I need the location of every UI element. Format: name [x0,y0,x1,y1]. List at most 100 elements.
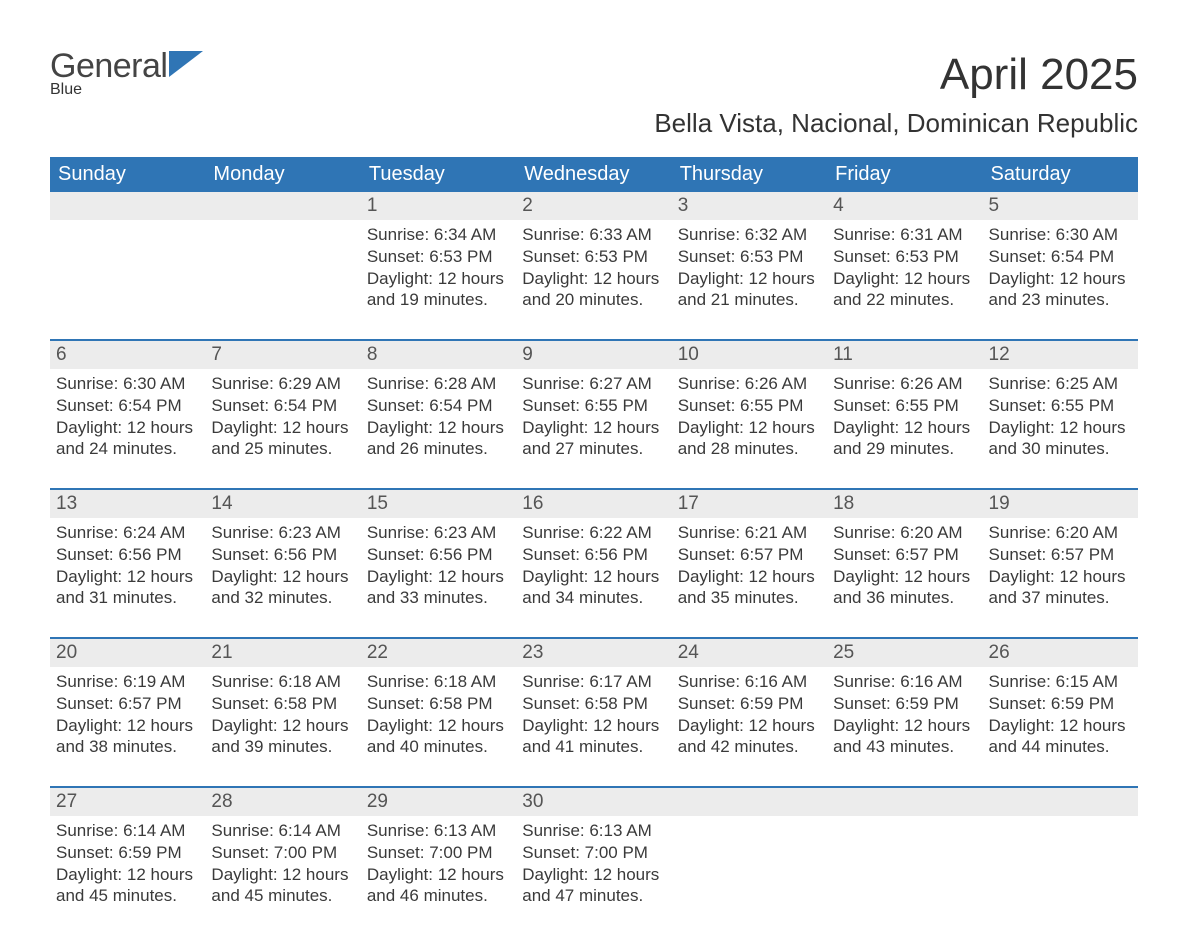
sunrise-line: Sunrise: 6:16 AM [833,671,976,693]
day-number-cell: 23 [516,639,671,667]
sunset-line: Sunset: 6:56 PM [56,544,199,566]
day-number-row: 13141516171819 [50,490,1138,518]
sunrise-line: Sunrise: 6:23 AM [367,522,510,544]
brand-logo: General Blue [50,50,203,97]
day-content-cell: Sunrise: 6:18 AMSunset: 6:58 PMDaylight:… [205,667,360,787]
sunrise-line: Sunrise: 6:20 AM [833,522,976,544]
sunrise-line: Sunrise: 6:22 AM [522,522,665,544]
day-content-cell: Sunrise: 6:14 AMSunset: 6:59 PMDaylight:… [50,816,205,915]
daylight-line: Daylight: 12 hours and 45 minutes. [56,864,199,908]
daylight-line: Daylight: 12 hours and 42 minutes. [678,715,821,759]
day-content-row: Sunrise: 6:30 AMSunset: 6:54 PMDaylight:… [50,369,1138,489]
day-content-cell: Sunrise: 6:31 AMSunset: 6:53 PMDaylight:… [827,220,982,340]
day-number-cell [672,788,827,816]
day-number-cell: 10 [672,341,827,369]
day-content-cell: Sunrise: 6:20 AMSunset: 6:57 PMDaylight:… [827,518,982,638]
daylight-line: Daylight: 12 hours and 34 minutes. [522,566,665,610]
daylight-line: Daylight: 12 hours and 40 minutes. [367,715,510,759]
day-content-cell: Sunrise: 6:18 AMSunset: 6:58 PMDaylight:… [361,667,516,787]
calendar-table: Sunday Monday Tuesday Wednesday Thursday… [50,157,1138,915]
day-content-cell: Sunrise: 6:17 AMSunset: 6:58 PMDaylight:… [516,667,671,787]
weekday-header: Friday [827,157,982,192]
day-content-cell: Sunrise: 6:16 AMSunset: 6:59 PMDaylight:… [672,667,827,787]
sunset-line: Sunset: 6:56 PM [367,544,510,566]
day-number-cell: 19 [983,490,1138,518]
day-number-cell: 25 [827,639,982,667]
day-content-cell: Sunrise: 6:13 AMSunset: 7:00 PMDaylight:… [516,816,671,915]
sunset-line: Sunset: 6:55 PM [833,395,976,417]
day-content-cell: Sunrise: 6:14 AMSunset: 7:00 PMDaylight:… [205,816,360,915]
day-content-cell [672,816,827,915]
sunset-line: Sunset: 6:58 PM [367,693,510,715]
day-content-cell: Sunrise: 6:30 AMSunset: 6:54 PMDaylight:… [50,369,205,489]
sunrise-line: Sunrise: 6:26 AM [833,373,976,395]
day-number-cell: 27 [50,788,205,816]
day-number-cell: 11 [827,341,982,369]
day-content-cell [205,220,360,340]
day-number-cell: 17 [672,490,827,518]
day-number-cell: 29 [361,788,516,816]
weekday-header: Tuesday [361,157,516,192]
day-number-cell: 4 [827,192,982,220]
day-number-cell: 15 [361,490,516,518]
day-content-cell: Sunrise: 6:34 AMSunset: 6:53 PMDaylight:… [361,220,516,340]
day-content-cell: Sunrise: 6:19 AMSunset: 6:57 PMDaylight:… [50,667,205,787]
day-number-cell: 26 [983,639,1138,667]
page: General Blue April 2025 Bella Vista, Nac… [0,0,1188,945]
day-content-cell [983,816,1138,915]
sunset-line: Sunset: 6:57 PM [678,544,821,566]
brand-triangle-icon [169,50,203,82]
day-number-row: 12345 [50,192,1138,220]
sunrise-line: Sunrise: 6:28 AM [367,373,510,395]
day-content-cell: Sunrise: 6:26 AMSunset: 6:55 PMDaylight:… [827,369,982,489]
sunrise-line: Sunrise: 6:25 AM [989,373,1132,395]
day-number-cell: 13 [50,490,205,518]
sunrise-line: Sunrise: 6:13 AM [367,820,510,842]
brand-word-2: Blue [50,82,203,97]
day-number-cell [827,788,982,816]
daylight-line: Daylight: 12 hours and 31 minutes. [56,566,199,610]
daylight-line: Daylight: 12 hours and 27 minutes. [522,417,665,461]
sunset-line: Sunset: 7:00 PM [522,842,665,864]
day-number-cell: 9 [516,341,671,369]
sunset-line: Sunset: 6:57 PM [833,544,976,566]
daylight-line: Daylight: 12 hours and 35 minutes. [678,566,821,610]
sunset-line: Sunset: 6:53 PM [367,246,510,268]
day-number-cell: 6 [50,341,205,369]
sunrise-line: Sunrise: 6:18 AM [211,671,354,693]
daylight-line: Daylight: 12 hours and 37 minutes. [989,566,1132,610]
sunset-line: Sunset: 6:53 PM [522,246,665,268]
day-number-cell: 18 [827,490,982,518]
sunrise-line: Sunrise: 6:19 AM [56,671,199,693]
day-number-cell: 20 [50,639,205,667]
sunset-line: Sunset: 6:53 PM [678,246,821,268]
day-number-cell: 1 [361,192,516,220]
sunset-line: Sunset: 6:58 PM [211,693,354,715]
sunset-line: Sunset: 7:00 PM [211,842,354,864]
day-content-cell: Sunrise: 6:32 AMSunset: 6:53 PMDaylight:… [672,220,827,340]
day-content-cell: Sunrise: 6:20 AMSunset: 6:57 PMDaylight:… [983,518,1138,638]
sunset-line: Sunset: 6:57 PM [56,693,199,715]
header: General Blue April 2025 [50,50,1138,100]
day-content-cell: Sunrise: 6:28 AMSunset: 6:54 PMDaylight:… [361,369,516,489]
sunset-line: Sunset: 6:56 PM [211,544,354,566]
sunrise-line: Sunrise: 6:31 AM [833,224,976,246]
sunset-line: Sunset: 6:54 PM [56,395,199,417]
day-content-cell: Sunrise: 6:30 AMSunset: 6:54 PMDaylight:… [983,220,1138,340]
day-content-cell: Sunrise: 6:13 AMSunset: 7:00 PMDaylight:… [361,816,516,915]
brand-word-1: General [50,50,167,82]
daylight-line: Daylight: 12 hours and 19 minutes. [367,268,510,312]
sunset-line: Sunset: 6:58 PM [522,693,665,715]
sunrise-line: Sunrise: 6:30 AM [989,224,1132,246]
day-number-cell: 2 [516,192,671,220]
daylight-line: Daylight: 12 hours and 23 minutes. [989,268,1132,312]
sunset-line: Sunset: 6:56 PM [522,544,665,566]
day-number-cell: 21 [205,639,360,667]
day-content-cell: Sunrise: 6:23 AMSunset: 6:56 PMDaylight:… [361,518,516,638]
sunrise-line: Sunrise: 6:16 AM [678,671,821,693]
daylight-line: Daylight: 12 hours and 36 minutes. [833,566,976,610]
day-content-cell [827,816,982,915]
day-content-row: Sunrise: 6:19 AMSunset: 6:57 PM Daylight:… [50,667,1138,787]
day-number-cell: 3 [672,192,827,220]
day-content-cell: Sunrise: 6:15 AMSunset: 6:59 PMDaylight:… [983,667,1138,787]
